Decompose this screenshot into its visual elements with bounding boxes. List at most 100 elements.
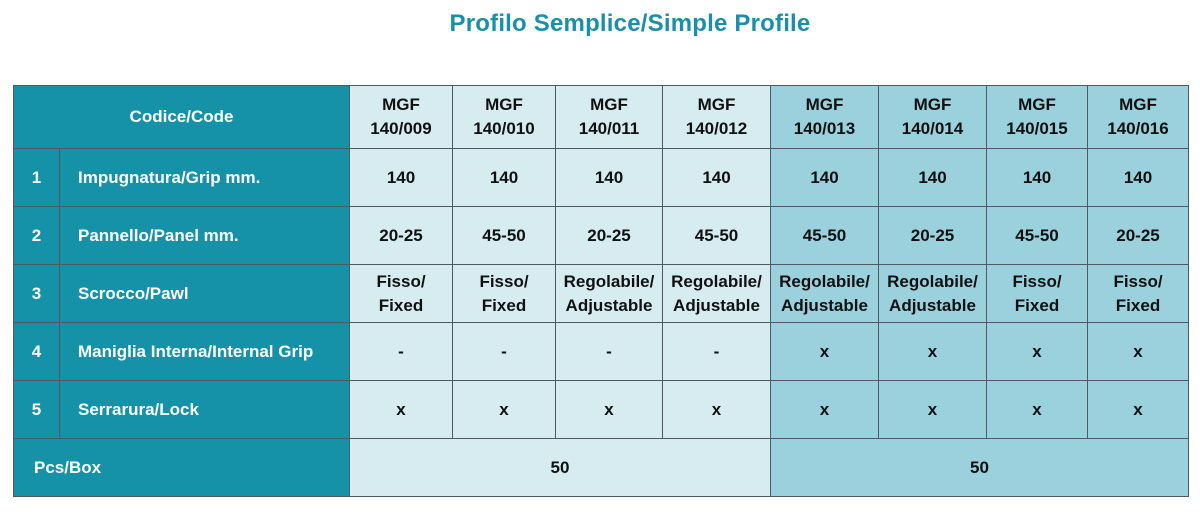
spec-cell: 45-50 <box>986 206 1088 265</box>
cell-text: 140 <box>1123 167 1153 187</box>
spec-cell: x <box>878 322 987 381</box>
cell-text: 45-50 <box>482 225 526 245</box>
spec-cell: 20-25 <box>1087 206 1189 265</box>
spec-cell: x <box>1087 322 1189 381</box>
code-header-label: Codice/Code <box>13 85 350 149</box>
spec-cell: 45-50 <box>770 206 879 265</box>
spec-cell: 140 <box>1087 148 1189 207</box>
spec-cell: Fisso/Fixed <box>349 264 453 323</box>
cell-text: 140/011 <box>578 119 640 138</box>
cell-text: Fixed <box>481 295 527 315</box>
spec-cell: Regolabile/Adjustable <box>878 264 987 323</box>
cell-text: 140 <box>386 167 416 187</box>
cell-text: MGF <box>382 95 420 115</box>
row-label: Maniglia Interna/Internal Grip <box>59 322 350 381</box>
cell-text: 140 <box>702 167 731 187</box>
product-code-6: MGF 140/014 <box>878 85 987 149</box>
product-code-8: MGF 140/016 <box>1087 85 1189 149</box>
row-number: 1 <box>13 148 60 207</box>
product-code-4: MGF 140/012 <box>662 85 771 149</box>
cell-text: 140/015 <box>1006 119 1068 138</box>
cell-text: Fixed <box>1115 295 1161 315</box>
cell-text: x <box>711 399 722 419</box>
spec-cell: 20-25 <box>349 206 453 265</box>
row-number: 5 <box>13 380 60 439</box>
cell-text: MGF <box>697 95 736 115</box>
cell-text: - <box>713 341 720 361</box>
spec-cell: x <box>986 380 1088 439</box>
cell-text: 20-25 <box>587 225 631 245</box>
spec-cell: 140 <box>662 148 771 207</box>
spec-cell: Regolabile/Adjustable <box>555 264 663 323</box>
cell-text: x <box>499 399 509 419</box>
product-code-3: MGF 140/011 <box>555 85 663 149</box>
cell-text: - <box>398 341 404 361</box>
cell-text: 140/013 <box>793 119 856 138</box>
cell-text: Regolabile/ <box>887 271 978 291</box>
cell-text: Fisso/ <box>376 271 426 291</box>
cell-text: x <box>927 341 938 361</box>
row-label: Scrocco/Pawl <box>59 264 350 323</box>
cell-text: 140/009 <box>370 119 432 138</box>
product-spec-table: Codice/Code MGF 140/009 MGF 140/010 MGF 140/01… <box>13 85 1189 497</box>
cell-text: Fisso/ <box>1012 271 1062 291</box>
row-number: 2 <box>13 206 60 265</box>
spec-cell: Regolabile/Adjustable <box>662 264 771 323</box>
cell-text: 140/010 <box>473 119 535 138</box>
spec-row-4: 4 Maniglia Interna/Internal Grip - - - - x x x x <box>13 322 1189 381</box>
spec-cell: x <box>878 380 987 439</box>
cell-text: 45-50 <box>694 225 739 245</box>
cell-text: x <box>1032 399 1042 419</box>
cell-text: 45-50 <box>1015 225 1059 245</box>
cell-text: 20-25 <box>1116 225 1160 245</box>
spec-cell: x <box>1087 380 1189 439</box>
cell-text: MGF <box>590 95 628 115</box>
spec-cell: 20-25 <box>555 206 663 265</box>
cell-text: 140/016 <box>1107 119 1169 138</box>
page-title: Profilo Semplice/Simple Profile <box>449 10 811 37</box>
spec-cell: x <box>349 380 453 439</box>
cell-text: Adjustable <box>889 295 976 315</box>
row-number: 4 <box>13 322 60 381</box>
spec-cell: x <box>986 322 1088 381</box>
spec-cell: - <box>349 322 453 381</box>
cell-text: Adjustable <box>781 295 868 315</box>
cell-text: 140 <box>594 167 624 187</box>
spec-cell: x <box>452 380 556 439</box>
spec-cell: x <box>770 322 879 381</box>
cell-text: - <box>606 341 612 361</box>
spec-cell: 140 <box>770 148 879 207</box>
spec-cell: 45-50 <box>452 206 556 265</box>
cell-text: x <box>1133 399 1143 419</box>
cell-text: 140/012 <box>685 119 748 138</box>
row-number: 3 <box>13 264 60 323</box>
pcs-box-value: 50 <box>349 438 771 497</box>
cell-text: 140 <box>918 167 947 187</box>
cell-text: MGF <box>1119 95 1157 115</box>
spec-cell: Regolabile/Adjustable <box>770 264 879 323</box>
pcs-box-row: Pcs/Box 50 50 <box>13 438 1189 497</box>
spec-row-3: 3 Scrocco/Pawl Fisso/Fixed Fisso/Fixed Regol… <box>13 264 1189 323</box>
cell-text: 140 <box>1022 167 1052 187</box>
cell-text: x <box>604 399 614 419</box>
cell-text: Regolabile/ <box>779 271 870 291</box>
product-code-1: MGF 140/009 <box>349 85 453 149</box>
cell-text: 140 <box>489 167 519 187</box>
cell-text: MGF <box>1018 95 1056 115</box>
cell-text: Adjustable <box>565 295 653 315</box>
spec-row-1: 1 Impugnatura/Grip mm. 140 140 140 140 140 140 1… <box>13 148 1189 207</box>
spec-cell: Fisso/Fixed <box>452 264 556 323</box>
cell-text: x <box>819 341 830 361</box>
cell-text: x <box>927 399 938 419</box>
cell-text: 140/014 <box>901 119 964 138</box>
cell-text: Adjustable <box>673 295 760 315</box>
spec-cell: 140 <box>349 148 453 207</box>
spec-cell: Fisso/Fixed <box>986 264 1088 323</box>
header-row: Codice/Code MGF 140/009 MGF 140/010 MGF 140/01… <box>13 85 1189 149</box>
spec-cell: 140 <box>555 148 663 207</box>
spec-row-2: 2 Pannello/Panel mm. 20-25 45-50 20-25 45-50 4… <box>13 206 1189 265</box>
cell-text: MGF <box>805 95 844 115</box>
spec-cell: - <box>452 322 556 381</box>
cell-text: 45-50 <box>802 225 847 245</box>
pcs-box-value: 50 <box>770 438 1189 497</box>
